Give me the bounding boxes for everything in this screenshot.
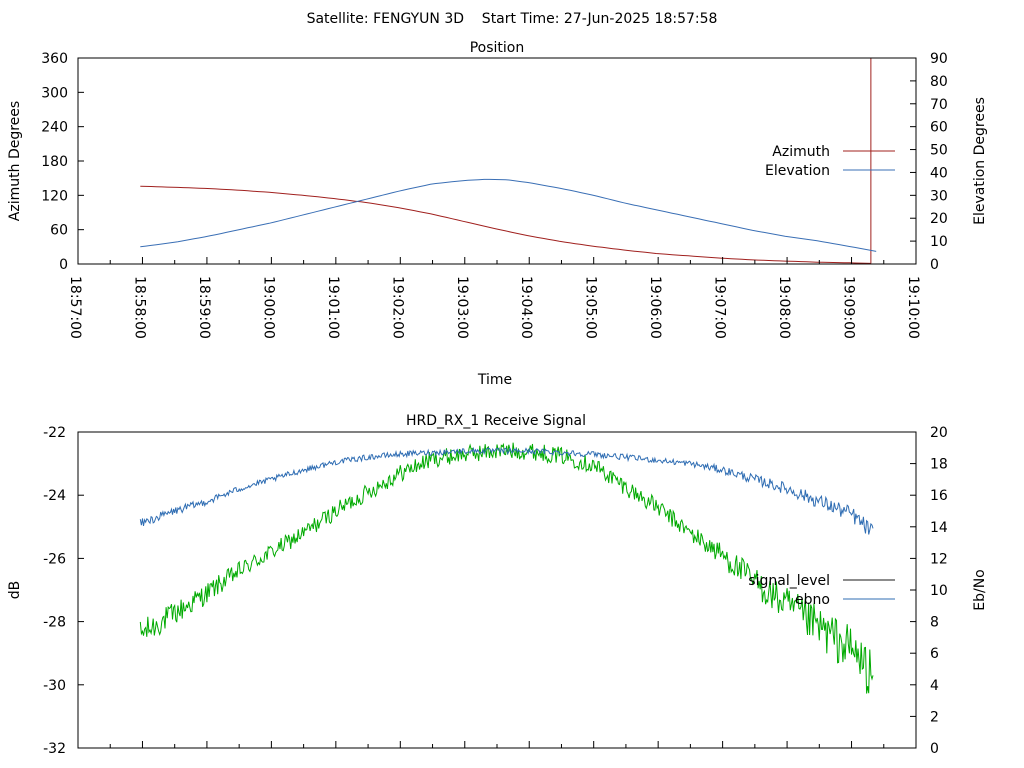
position-x-tick-label: 19:10:00: [905, 276, 921, 339]
position-x-tick-label: 19:04:00: [518, 276, 534, 339]
signal-y2-axis-label: Eb/No: [972, 569, 988, 611]
azimuth-series-line: [140, 185, 871, 264]
signal-y2-tick-label: 2: [930, 709, 939, 725]
position-chart: Position 0 60 120 180 240 300 360 0 10 20 30 40 50 60…: [7, 40, 988, 388]
legend-signal-level-label: signal_level: [748, 573, 830, 589]
position-x-tick-label: 18:58:00: [131, 276, 147, 339]
legend-elevation-label: Elevation: [765, 163, 830, 179]
position-legend: Azimuth Elevation: [765, 144, 895, 179]
signal-y-tick-label: -26: [43, 551, 66, 567]
position-y2-tick-label: 60: [930, 120, 948, 136]
position-x-tick-label: 18:57:00: [67, 276, 83, 339]
position-plot-frame: [77, 57, 917, 265]
position-x-tick-label: 19:06:00: [647, 276, 663, 339]
position-x-tick-label: 18:59:00: [196, 276, 212, 339]
signal-y-tick-label: -28: [43, 615, 66, 631]
signal-plot-frame: [77, 431, 917, 749]
signal-level-trace-line: [139, 446, 874, 535]
position-y2-tick-label: 70: [930, 97, 948, 113]
signal-y-tick-label: -24: [43, 488, 66, 504]
signal-y2-tick-label: 4: [930, 678, 939, 694]
position-y-tick-label: 360: [41, 51, 68, 67]
signal-y2-tick-label: 8: [930, 615, 939, 631]
signal-y-axis-label: dB: [7, 581, 23, 600]
position-y-tick-label: 120: [41, 188, 68, 204]
position-y2-axis-label: Elevation Degrees: [972, 97, 988, 225]
signal-y2-tick-label: 10: [930, 583, 948, 599]
position-y2-tick-label: 10: [930, 234, 948, 250]
signal-y2-tick-label: 14: [930, 520, 948, 536]
signal-y2-tick-label: 18: [930, 457, 948, 473]
position-x-tick-label: 19:05:00: [583, 276, 599, 339]
legend-ebno-label: ebno: [795, 592, 830, 608]
position-x-tick-label: 19:02:00: [389, 276, 405, 339]
receive-signal-chart: HRD_RX_1 Receive Signal -32 -30 -28 -26 -24 -…: [7, 413, 988, 757]
position-x-tick-label: 19:07:00: [712, 276, 728, 339]
position-y2-tick-label: 90: [930, 51, 948, 67]
position-x-tick-label: 19:03:00: [454, 276, 470, 339]
position-y2-tick-label: 20: [930, 211, 948, 227]
signal-y2-tick-label: 6: [930, 646, 939, 662]
position-y-axis-label: Azimuth Degrees: [7, 101, 23, 221]
ebno-trace-line: [139, 442, 874, 694]
position-y-tick-label: 300: [41, 85, 68, 101]
signal-legend: signal_level ebno: [748, 573, 895, 608]
elevation-series-line: [140, 178, 877, 252]
position-y2-tick-label: 50: [930, 143, 948, 159]
signal-y2-tick-label: 12: [930, 551, 948, 567]
figure-title: Satellite: FENGYUN 3D Start Time: 27-Jun…: [307, 11, 718, 27]
signal-y-tick-label: -22: [43, 425, 66, 441]
position-y-tick-label: 180: [41, 154, 68, 170]
signal-y2-tick-label: 20: [930, 425, 948, 441]
position-chart-title: Position: [470, 40, 525, 56]
position-y-tick-label: 60: [50, 223, 68, 239]
position-x-tick-label: 19:00:00: [260, 276, 276, 339]
position-x-tick-label: 19:09:00: [841, 276, 857, 339]
position-x-axis-label: Time: [477, 372, 512, 388]
position-x-tick-label: 19:08:00: [776, 276, 792, 339]
signal-y2-tick-label: 16: [930, 488, 948, 504]
position-y2-tick-label: 40: [930, 165, 948, 181]
position-y2-tick-label: 0: [930, 257, 939, 273]
signal-chart-title: HRD_RX_1 Receive Signal: [406, 413, 586, 429]
signal-y-tick-label: -30: [43, 678, 66, 694]
signal-y-tick-label: -32: [43, 741, 66, 757]
position-y2-tick-label: 80: [930, 74, 948, 90]
signal-y2-tick-label: 0: [930, 741, 939, 757]
position-y-tick-label: 0: [59, 257, 68, 273]
position-y2-tick-label: 30: [930, 188, 948, 204]
position-x-tick-label: 19:01:00: [325, 276, 341, 339]
position-y-tick-label: 240: [41, 120, 68, 136]
legend-azimuth-label: Azimuth: [772, 144, 830, 160]
